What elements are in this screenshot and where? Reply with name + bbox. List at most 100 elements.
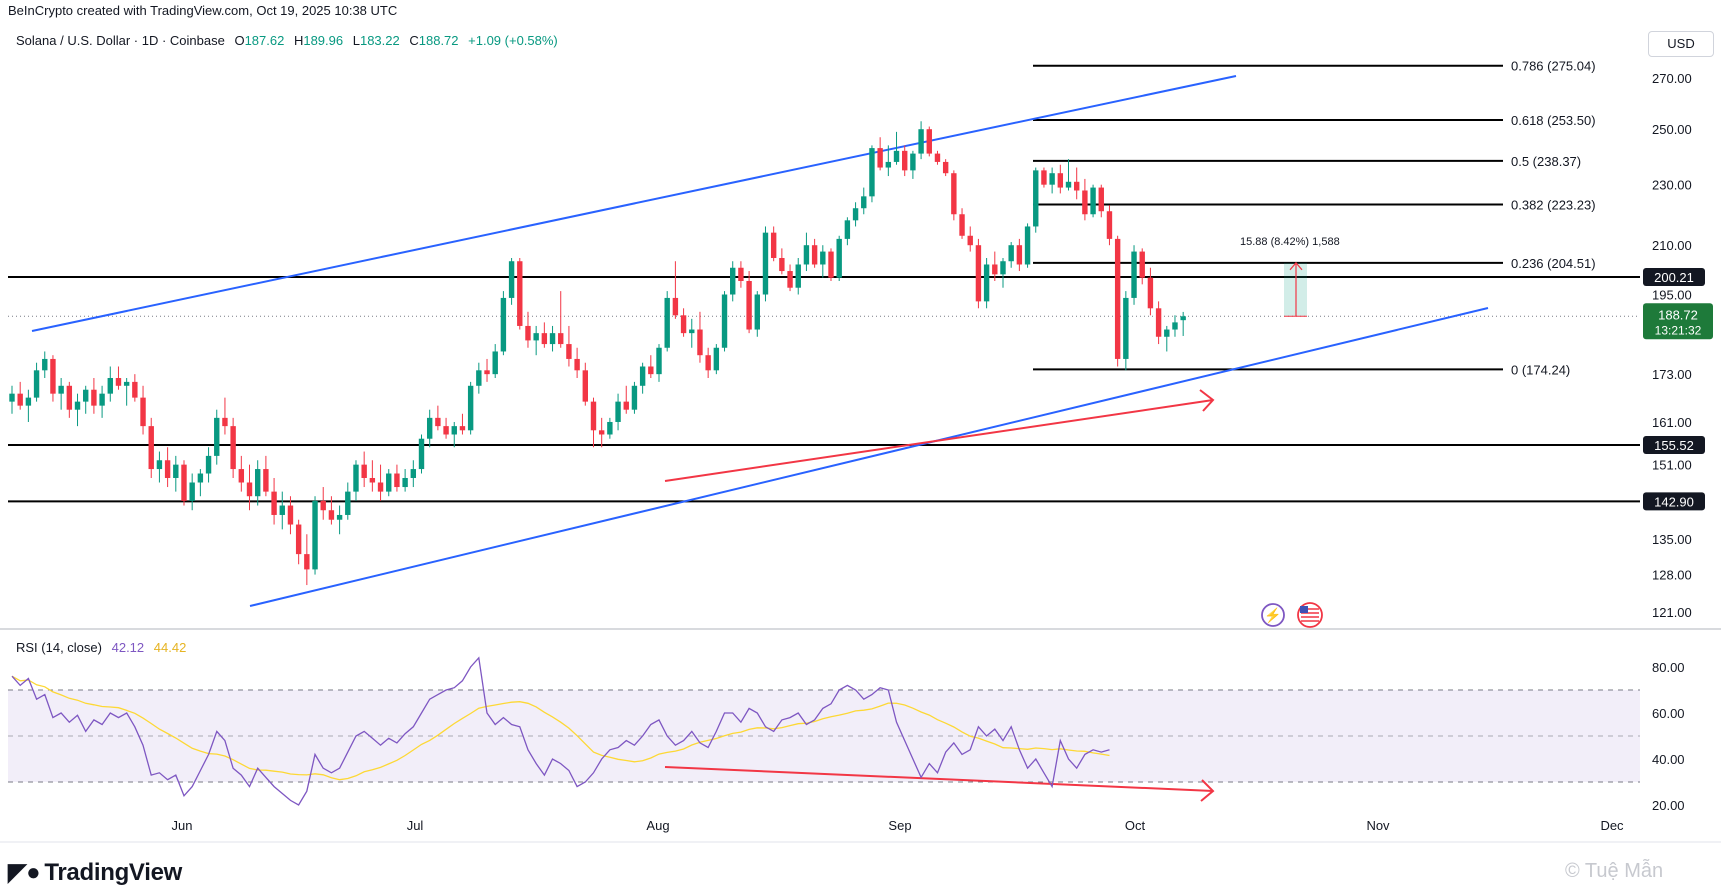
candle-body — [467, 385, 474, 431]
rsi-tick-label: 40.00 — [1652, 752, 1685, 767]
candle-body — [156, 460, 163, 470]
fib-level-label: 0 (174.24) — [1511, 362, 1570, 377]
candle-body — [664, 297, 670, 348]
candle-body — [713, 347, 720, 371]
candle-body — [918, 129, 924, 154]
candle-body — [910, 153, 916, 171]
candle-body — [844, 220, 851, 239]
candle-body — [574, 358, 580, 371]
candle-body — [25, 397, 32, 406]
candle-body — [451, 426, 457, 435]
candle-body — [1123, 297, 1129, 359]
candle-body — [410, 469, 417, 478]
price-tick-label: 161.00 — [1652, 415, 1692, 430]
open-value: 187.62 — [244, 33, 285, 48]
candle-body — [1114, 238, 1121, 359]
candle-body — [648, 366, 654, 375]
candle-body — [1082, 190, 1088, 215]
candle-body — [123, 381, 130, 386]
price-tick-label: 250.00 — [1652, 122, 1692, 137]
candle-body — [345, 491, 351, 515]
candle-body — [541, 333, 548, 345]
level-label: 155.52 — [1654, 438, 1694, 453]
high-value: 189.96 — [303, 33, 344, 48]
candle-body — [1065, 181, 1072, 188]
level-label: 142.90 — [1654, 494, 1694, 509]
candle-body — [877, 148, 883, 168]
lightning-glyph: ⚡ — [1264, 607, 1281, 624]
candle-body — [762, 232, 769, 295]
candle-body — [246, 482, 253, 497]
candle-body — [967, 235, 973, 246]
rsi-divergence-arrow — [664, 766, 1214, 792]
candle-body — [58, 385, 64, 394]
price-tick-label: 135.00 — [1652, 532, 1692, 547]
close-value: 188.72 — [418, 33, 459, 48]
candle-body — [435, 417, 441, 427]
candle-body — [754, 294, 760, 330]
candle-body — [418, 438, 425, 470]
price-tick-label: 173.00 — [1652, 367, 1692, 382]
symbol-title[interactable]: Solana / U.S. Dollar · 1D · Coinbase — [16, 33, 225, 48]
lightning-event-icon — [1261, 603, 1285, 627]
candle-body — [394, 473, 400, 488]
candle-body — [795, 264, 801, 288]
candle-body — [369, 477, 376, 483]
candle-body — [1024, 226, 1031, 265]
currency-button[interactable]: USD — [1648, 31, 1714, 57]
candle-body — [861, 196, 867, 209]
candle-body — [353, 464, 359, 492]
tradingview-logo[interactable]: ◤● TradingView — [8, 858, 182, 887]
candle-body — [1090, 187, 1096, 215]
candle-body — [517, 261, 523, 326]
candle-body — [566, 344, 572, 359]
candle-body — [1057, 173, 1064, 188]
low-label: L — [352, 33, 360, 48]
level-badge — [1643, 267, 1705, 286]
price-tick-label: 210.00 — [1652, 238, 1692, 253]
candle-body — [549, 333, 556, 345]
price-tick-label: 128.00 — [1652, 568, 1692, 583]
candle-body — [590, 401, 597, 431]
candle-body — [1041, 170, 1047, 185]
candle-body — [132, 381, 138, 398]
current-price-value: 188.72 — [1658, 307, 1698, 322]
rsi-divergence-arrow-head — [1200, 779, 1215, 802]
candle-body — [689, 329, 695, 334]
candle-body — [164, 460, 171, 478]
candle-body — [852, 208, 859, 221]
rsi-line — [11, 656, 1110, 806]
candle-body — [1049, 173, 1055, 185]
candle-body — [811, 245, 818, 265]
close-label: C — [409, 33, 419, 48]
candle-body — [33, 370, 40, 398]
channel-lower-line — [249, 307, 1489, 607]
rsi-ma-value: 44.42 — [153, 640, 187, 655]
rsi-title[interactable]: RSI (14, close) — [16, 640, 102, 655]
price-tick-label: 195.00 — [1652, 288, 1692, 303]
level-label: 200.21 — [1654, 270, 1694, 285]
candle-body — [828, 251, 834, 278]
candle-body — [697, 329, 703, 356]
price-tick-label: 151.00 — [1652, 458, 1692, 473]
candle-body — [631, 385, 638, 410]
candle-body — [779, 257, 785, 272]
candle-body — [230, 426, 236, 470]
fib-level-label: 0.5 (238.37) — [1511, 154, 1581, 169]
candle-body — [361, 464, 367, 478]
tradingview-brand: TradingView — [44, 859, 182, 886]
candle-body — [836, 238, 842, 278]
candle-body — [255, 469, 261, 497]
open-label: O — [234, 33, 245, 48]
candle-body — [1164, 329, 1170, 337]
candle-body — [615, 401, 621, 422]
time-tick-label: Oct — [1125, 818, 1146, 833]
fib-level-label: 0.382 (223.23) — [1511, 198, 1596, 213]
candle-body — [951, 173, 957, 215]
candle-body — [99, 393, 105, 406]
candle-body — [623, 401, 629, 410]
price-tick-label: 230.00 — [1652, 178, 1692, 193]
candle-body — [902, 150, 908, 171]
candle-body — [1074, 181, 1080, 191]
